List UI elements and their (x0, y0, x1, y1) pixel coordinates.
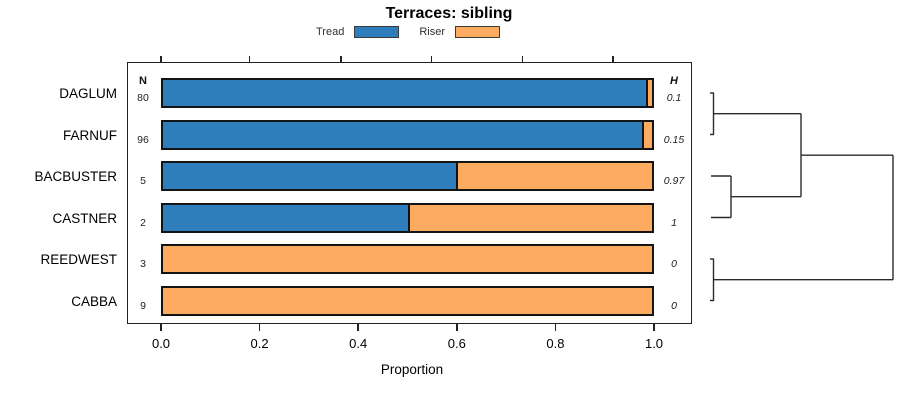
n-value: 9 (140, 299, 146, 312)
n-value: 5 (140, 175, 146, 187)
top-axis-tick (248, 56, 251, 62)
category-label-farnuf: FARNUF (63, 127, 117, 143)
legend-swatch-tread (354, 26, 400, 38)
h-column-header: H (670, 75, 678, 87)
category-label-cabba: CABBA (71, 293, 117, 309)
top-axis-tick (521, 56, 524, 62)
bar-segment-riser (456, 163, 652, 189)
x-axis-tick (160, 324, 162, 331)
h-value: 0.15 (663, 133, 685, 146)
bar-row-bacbuster (161, 161, 654, 191)
x-axis-tick-label: 0.2 (250, 336, 269, 351)
bar-row-farnuf (161, 119, 654, 150)
top-axis-tick (612, 56, 614, 62)
bar-segment-riser (163, 246, 652, 272)
n-column-header: N (139, 75, 147, 87)
x-axis-tick (357, 324, 359, 331)
bar-segment-tread (163, 80, 646, 106)
bar-row-castner (161, 202, 654, 233)
h-value: 0 (671, 299, 677, 312)
category-label-daglum: DAGLUM (59, 86, 117, 101)
h-value: 0.1 (666, 92, 682, 104)
x-axis-tick (258, 324, 261, 331)
category-label-castner: CASTNER (52, 210, 117, 226)
bar-row-cabba (161, 285, 654, 316)
h-value: 0 (671, 258, 677, 270)
n-value: 2 (140, 216, 146, 229)
x-axis-tick-label: 0.6 (447, 336, 466, 351)
n-value: 80 (137, 92, 149, 104)
legend-label: Tread (316, 26, 345, 38)
bar-segment-riser (645, 80, 652, 106)
x-axis-tick-label: 0.8 (546, 336, 565, 351)
category-label-bacbuster: BACBUSTER (34, 169, 117, 184)
bar-row-reedwest (161, 244, 654, 274)
bar-segment-tread (163, 121, 642, 148)
category-label-reedwest: REEDWEST (40, 252, 117, 267)
bar-segment-riser (641, 121, 652, 148)
bar-segment-riser (407, 204, 652, 231)
top-axis-tick (160, 56, 162, 62)
bar-row-daglum (161, 78, 654, 108)
x-axis-tick (456, 324, 458, 331)
x-axis-tick-label: 1.0 (644, 336, 664, 351)
legend: Tread Riser (316, 26, 520, 38)
top-axis-tick (430, 56, 433, 62)
bar-segment-tread (163, 204, 408, 231)
bar-segment-tread (163, 163, 457, 189)
page-title: Terraces: sibling (385, 5, 513, 22)
plot-box (127, 62, 692, 324)
dendrogram (710, 92, 894, 302)
x-axis-tick (554, 324, 557, 331)
legend-item-riser: Riser (419, 26, 500, 38)
legend-label: Riser (419, 26, 445, 38)
legend-item-tread: Tread (316, 26, 400, 38)
x-axis-title: Proportion (380, 362, 444, 377)
h-value: 1 (671, 216, 677, 229)
legend-swatch-riser (455, 26, 500, 38)
n-value: 96 (137, 133, 149, 146)
bar-segment-riser (163, 287, 652, 314)
x-axis-tick-label: 0.0 (151, 336, 171, 351)
x-axis-tick-label: 0.4 (349, 336, 368, 351)
x-axis-tick (653, 324, 655, 331)
n-value: 3 (140, 258, 146, 270)
top-axis-tick (340, 56, 342, 62)
h-value: 0.97 (663, 175, 685, 187)
